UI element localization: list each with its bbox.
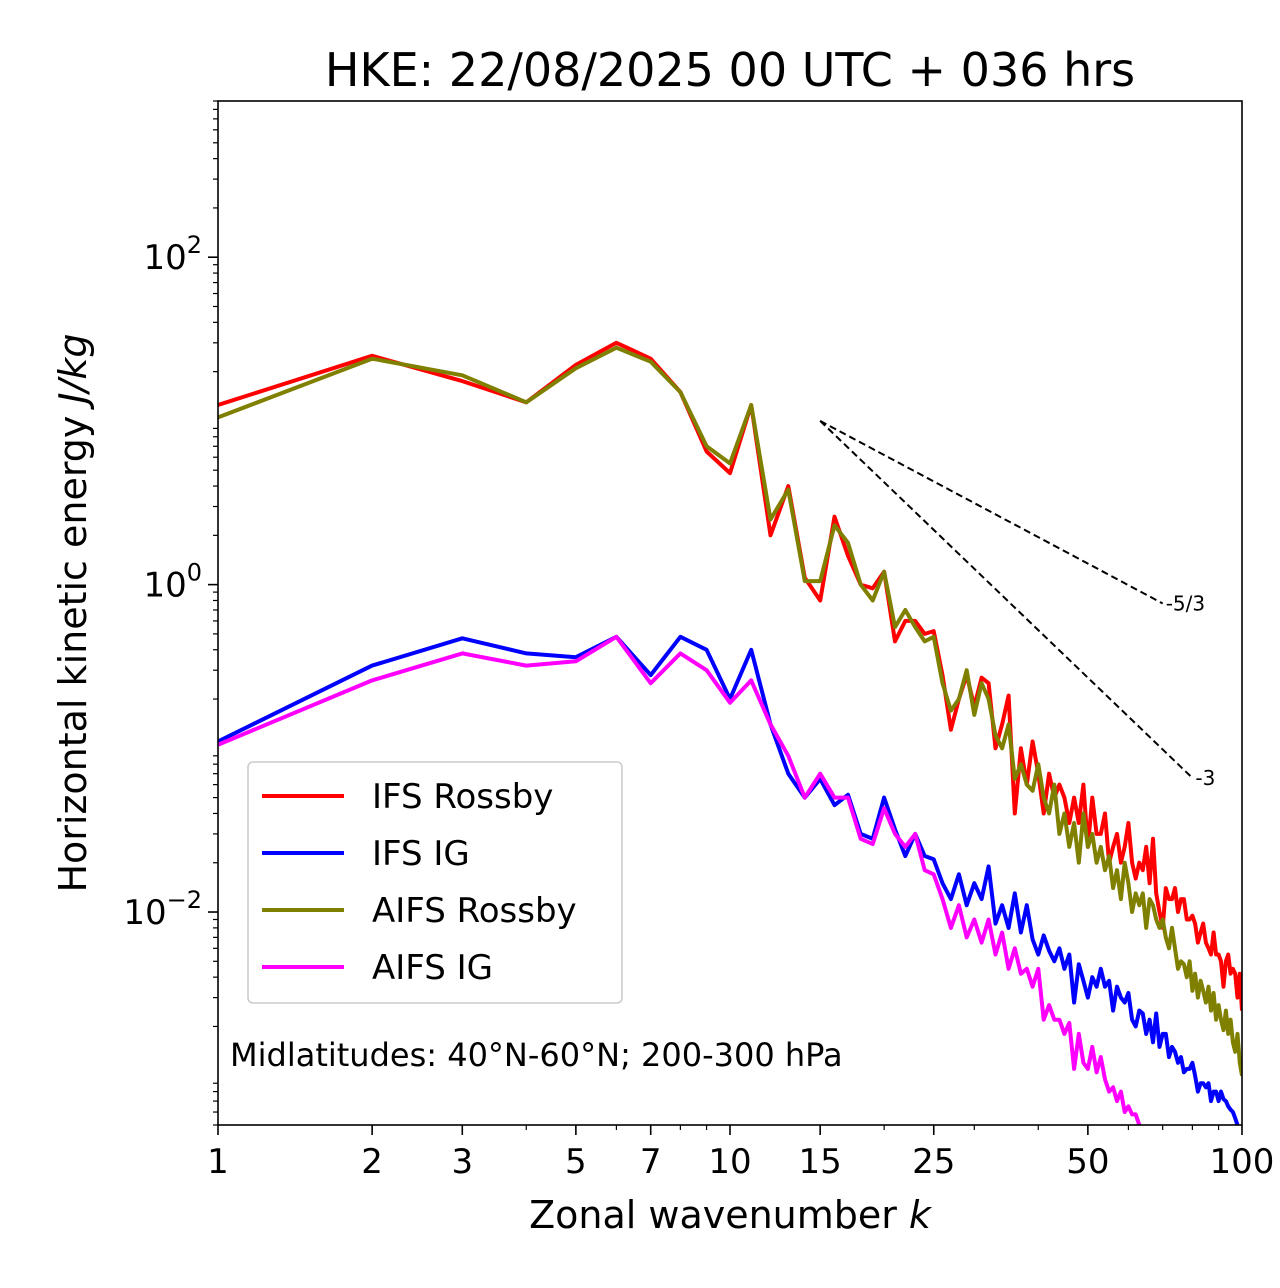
x-tick-label: 5 bbox=[565, 1142, 587, 1182]
legend-label-ifs-rossby: IFS Rossby bbox=[372, 777, 553, 817]
x-tick-label: 100 bbox=[1210, 1142, 1275, 1182]
y-tick-label: 100 bbox=[143, 559, 202, 606]
legend-label-aifs-rossby: AIFS Rossby bbox=[372, 891, 577, 931]
legend-box bbox=[247, 761, 623, 1004]
x-axis-label-text: Zonal wavenumber bbox=[529, 1193, 897, 1237]
x-ticks: 1 2 3 5 7 10 15 25 50 100 bbox=[207, 1125, 1274, 1182]
slope-label-3: -3 bbox=[1195, 766, 1215, 790]
plot-frame bbox=[217, 100, 1243, 1126]
chart-title: HKE: 22/08/2025 00 UTC + 036 hrs bbox=[325, 43, 1135, 97]
legend-label-aifs-ig: AIFS IG bbox=[372, 948, 493, 988]
slope-line-5-3 bbox=[819, 420, 1164, 605]
y-axis-label: Horizontal kinetic energy J/kg bbox=[51, 333, 95, 892]
x-tick-label: 15 bbox=[799, 1142, 842, 1182]
y-tick-label: 10−2 bbox=[123, 886, 202, 933]
slope-label-5-3: -5/3 bbox=[1166, 591, 1205, 615]
x-tick-label: 1 bbox=[207, 1142, 229, 1182]
slope-line-3 bbox=[819, 420, 1194, 779]
x-tick-label: 25 bbox=[912, 1142, 955, 1182]
x-tick-label: 2 bbox=[361, 1142, 383, 1182]
series-line-aifs-rossby bbox=[218, 345, 1242, 1077]
y-axis-label-text: Horizontal kinetic energy bbox=[51, 416, 95, 893]
region-annotation: Midlatitudes: 40°N-60°N; 200-300 hPa bbox=[230, 1036, 843, 1074]
series-line-aifs-ig bbox=[218, 634, 1142, 1125]
x-tick-label: 7 bbox=[640, 1142, 662, 1182]
x-tick-label: 3 bbox=[451, 1142, 473, 1182]
y-axis-label-units: J/kg bbox=[51, 333, 95, 410]
legend-label-ifs-ig: IFS IG bbox=[372, 834, 470, 874]
x-tick-label: 10 bbox=[708, 1142, 751, 1182]
x-axis-label-var: k bbox=[909, 1193, 933, 1237]
x-axis-label: Zonal wavenumber k bbox=[529, 1193, 933, 1237]
y-ticks: 102 100 10−2 bbox=[123, 231, 218, 933]
x-tick-label: 50 bbox=[1066, 1142, 1109, 1182]
series-lines bbox=[218, 340, 1242, 1125]
legend: IFS Rossby IFS IG AIFS Rossby AIFS IG bbox=[247, 761, 623, 1004]
y-tick-label: 102 bbox=[143, 231, 202, 278]
reference-slopes bbox=[819, 420, 1194, 779]
